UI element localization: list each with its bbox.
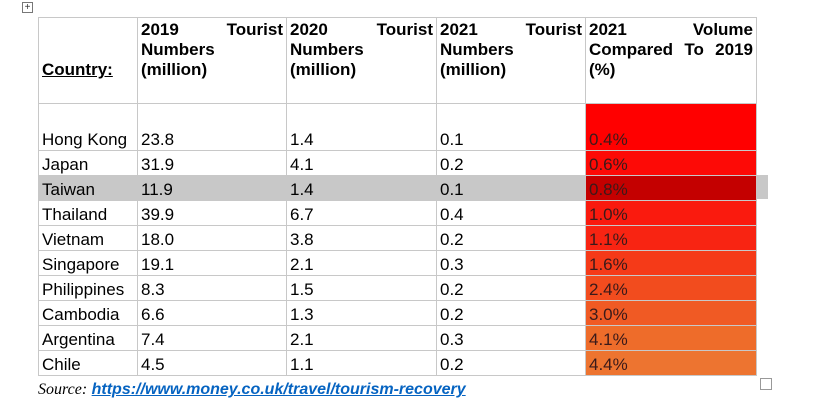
value-cell: 1.0% (585, 200, 757, 226)
value-cell: 3.0% (585, 300, 757, 326)
value-cell: 31.9 (137, 150, 287, 176)
source-link[interactable]: https://www.money.co.uk/travel/tourism-r… (91, 381, 466, 398)
header-cell: 2021 Tourist Numbers (million) (436, 17, 586, 104)
value-cell: 6.6 (137, 300, 287, 326)
selection-highlight (757, 175, 768, 199)
value-cell: 6.7 (286, 200, 437, 226)
table-row: Cambodia 6.6 1.3 0.2 3.0% (38, 300, 757, 326)
value-cell: 4.1 (286, 150, 437, 176)
value-cell: 23.8 (137, 103, 287, 151)
value-cell: 0.6% (585, 150, 757, 176)
country-cell: Cambodia (38, 300, 138, 326)
value-cell: 0.3 (436, 250, 586, 276)
value-cell: 1.4 (286, 103, 437, 151)
table-row: Japan 31.9 4.1 0.2 0.6% (38, 150, 757, 176)
value-cell: 18.0 (137, 225, 287, 251)
header-row: Country: 2019 Tourist Numbers (million) 20… (38, 17, 757, 104)
value-cell: 0.3 (436, 325, 586, 351)
country-cell: Hong Kong (38, 103, 138, 151)
table-move-handle[interactable]: + (22, 2, 33, 13)
table-row: Taiwan 11.9 1.4 0.1 0.8% (38, 175, 757, 201)
country-cell: Taiwan (38, 175, 138, 201)
table-resize-handle[interactable] (760, 378, 772, 390)
header-cell: 2019 Tourist Numbers (million) (137, 17, 287, 104)
value-cell: 2.4% (585, 275, 757, 301)
country-cell: Chile (38, 350, 138, 376)
country-cell: Singapore (38, 250, 138, 276)
country-cell: Thailand (38, 200, 138, 226)
value-cell: 0.4 (436, 200, 586, 226)
value-cell: 0.2 (436, 350, 586, 376)
country-cell: Philippines (38, 275, 138, 301)
value-cell: 1.6% (585, 250, 757, 276)
value-cell: 0.2 (436, 275, 586, 301)
value-cell: 19.1 (137, 250, 287, 276)
country-cell: Argentina (38, 325, 138, 351)
table-row: Vietnam 18.0 3.8 0.2 1.1% (38, 225, 757, 251)
table-row: Chile 4.5 1.1 0.2 4.4% (38, 350, 757, 376)
value-cell: 1.1% (585, 225, 757, 251)
value-cell: 1.3 (286, 300, 437, 326)
table-row: Philippines 8.3 1.5 0.2 2.4% (38, 275, 757, 301)
table-row: Hong Kong 23.8 1.4 0.1 0.4% (38, 103, 757, 151)
value-cell: 4.4% (585, 350, 757, 376)
country-cell: Vietnam (38, 225, 138, 251)
value-cell: 8.3 (137, 275, 287, 301)
value-cell: 0.1 (436, 103, 586, 151)
table-body: Hong Kong 23.8 1.4 0.1 0.4% Japan 31.9 4.1 0.2 0.… (38, 103, 757, 376)
value-cell: 0.2 (436, 225, 586, 251)
table-row: Singapore 19.1 2.1 0.3 1.6% (38, 250, 757, 276)
value-cell: 4.1% (585, 325, 757, 351)
header-label: Country: (42, 60, 113, 79)
value-cell: 7.4 (137, 325, 287, 351)
value-cell: 39.9 (137, 200, 287, 226)
value-cell: 1.5 (286, 275, 437, 301)
value-cell: 1.1 (286, 350, 437, 376)
value-cell: 0.1 (436, 175, 586, 201)
value-cell: 1.4 (286, 175, 437, 201)
value-cell: 2.1 (286, 325, 437, 351)
country-cell: Japan (38, 150, 138, 176)
header-cell: 2021 Volume Compared To 2019 (%) (585, 17, 757, 104)
value-cell: 2.1 (286, 250, 437, 276)
header-cell: Country: (38, 17, 138, 104)
table-row: Argentina 7.4 2.1 0.3 4.1% (38, 325, 757, 351)
value-cell: 11.9 (137, 175, 287, 201)
table-row: Thailand 39.9 6.7 0.4 1.0% (38, 200, 757, 226)
source-note: Source: https://www.money.co.uk/travel/t… (38, 380, 466, 400)
value-cell: 0.4% (585, 103, 757, 151)
value-cell: 3.8 (286, 225, 437, 251)
value-cell: 0.8% (585, 175, 757, 201)
source-label: Source: (38, 381, 88, 398)
value-cell: 0.2 (436, 150, 586, 176)
data-table: Country: 2019 Tourist Numbers (million) 20… (38, 17, 757, 376)
header-cell: 2020 Tourist Numbers (million) (286, 17, 437, 104)
value-cell: 4.5 (137, 350, 287, 376)
value-cell: 0.2 (436, 300, 586, 326)
